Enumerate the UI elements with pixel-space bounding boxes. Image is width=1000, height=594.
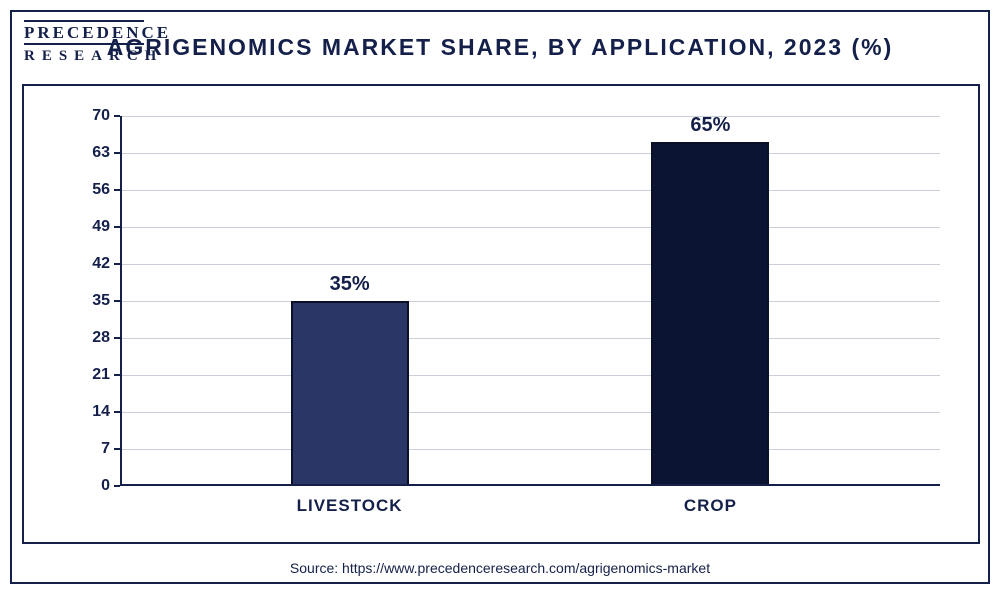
ytick-label: 35 [92,292,120,310]
bar-value-label: 35% [330,273,370,296]
gridline [120,227,940,228]
chart-title: AGRIGENOMICS MARKET SHARE, BY APPLICATIO… [12,34,988,61]
gridline [120,449,940,450]
ytick-label: 42 [92,255,120,273]
gridline [120,375,940,376]
ytick-label: 70 [92,107,120,125]
gridline [120,116,940,117]
gridline [120,264,940,265]
bar-value-label: 65% [690,114,730,137]
x-axis [120,484,940,486]
gridline [120,190,940,191]
header: PRECEDENCE RESEARCH AGRIGENOMICS MARKET … [12,12,988,80]
ytick-label: 21 [92,366,120,384]
bar-livestock: 35% [291,301,409,486]
gridline [120,153,940,154]
gridline [120,338,940,339]
ytick-label: 56 [92,181,120,199]
ytick-label: 49 [92,218,120,236]
ytick-label: 28 [92,329,120,347]
ytick-label: 7 [101,440,120,458]
outer-frame: PRECEDENCE RESEARCH AGRIGENOMICS MARKET … [10,10,990,584]
ytick-label: 0 [101,477,120,495]
ytick-label: 14 [92,403,120,421]
gridline [120,412,940,413]
bar-crop: 65% [651,142,769,486]
plot-area: 0714212835424956637035%LIVESTOCK65%CROP [120,116,940,486]
ytick-label: 63 [92,144,120,162]
source-text: Source: https://www.precedenceresearch.c… [12,560,988,576]
gridline [120,301,940,302]
y-axis [120,116,122,486]
xtick-label: LIVESTOCK [297,486,403,516]
xtick-label: CROP [684,486,737,516]
chart-frame: 0714212835424956637035%LIVESTOCK65%CROP [22,84,980,544]
